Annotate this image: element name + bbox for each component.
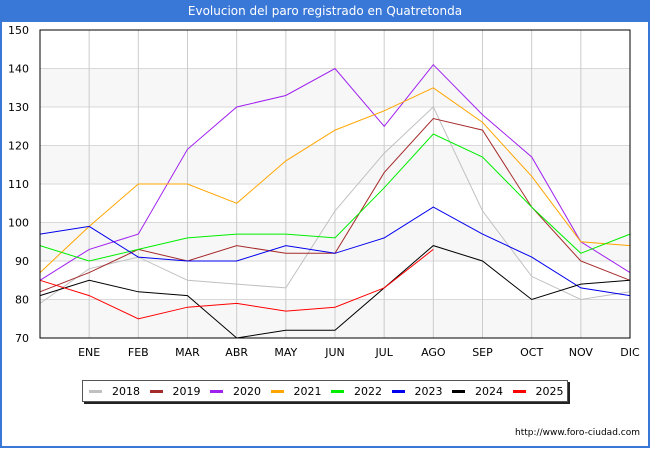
x-tick-label: ENE	[78, 346, 100, 359]
series-line-2020	[39, 63, 631, 281]
x-tick-label: OCT	[520, 346, 543, 359]
legend-item-2025: 2025	[512, 384, 568, 398]
legend-item-2021: 2021	[270, 384, 326, 398]
series-line-2025	[39, 249, 434, 320]
series-lines	[39, 63, 631, 339]
y-tick-label: 70	[15, 332, 29, 345]
y-tick-label: 150	[8, 24, 29, 37]
legend: 2018 2019 2020 2021 2022 2023 2024 2025	[82, 380, 568, 402]
legend-swatch	[331, 389, 344, 393]
footer-url: http://www.foro-ciudad.com	[515, 428, 640, 438]
plot-border	[39, 29, 631, 339]
y-tick-label: 100	[8, 217, 29, 230]
legend-label: 2021	[293, 384, 322, 398]
legend-swatch	[391, 389, 405, 393]
x-tick-label: MAR	[175, 346, 200, 359]
legend-label: 2020	[233, 384, 261, 398]
y-tick-label: 120	[8, 140, 29, 153]
legend-item-2023: 2023	[391, 384, 447, 398]
series-line-2022	[39, 133, 631, 262]
legend-swatch	[270, 389, 284, 393]
x-tick-label: ABR	[225, 346, 248, 359]
legend-label: 2023	[414, 384, 443, 398]
x-tick-label: JUN	[324, 346, 345, 359]
y-tick-label: 80	[15, 294, 29, 307]
legend-swatch	[452, 389, 465, 393]
x-tick-label: NOV	[569, 346, 594, 359]
legend-item-2018: 2018	[89, 385, 144, 398]
x-tick-label: JUL	[374, 346, 393, 359]
legend-label: 2024	[475, 384, 503, 398]
legend-item-2020: 2020	[210, 385, 265, 398]
x-tick-label: SEP	[472, 346, 493, 359]
legend-item-2024: 2024	[452, 385, 507, 398]
legend-swatch	[210, 389, 223, 393]
legend-swatch	[512, 389, 526, 393]
y-tick-label: 130	[8, 101, 29, 114]
legend-label: 2022	[354, 384, 382, 398]
y-axis-ticks: 70 80 90 100 110 120 130 140 150	[8, 24, 29, 345]
x-tick-label: FEB	[128, 346, 149, 359]
x-tick-label: MAY	[274, 346, 297, 359]
legend-item-2019: 2019	[149, 384, 205, 398]
x-axis-ticks: ENE FEB MAR ABR MAY JUN JUL AGO SEP OCT NOV DIC	[78, 346, 640, 359]
y-tick-label: 110	[8, 178, 29, 191]
x-tick-label: DIC	[620, 346, 640, 359]
y-tick-label: 140	[8, 63, 29, 76]
legend-item-2022: 2022	[331, 385, 386, 398]
series-line-2024	[39, 245, 631, 339]
series-line-2023	[39, 206, 631, 297]
legend-swatch	[89, 389, 102, 393]
legend-label: 2019	[172, 384, 201, 398]
chart-title: Evolucion del paro registrado en Quatret…	[0, 0, 650, 22]
legend-label: 2018	[112, 384, 140, 398]
series-line-2021	[39, 87, 631, 273]
y-tick-label: 90	[15, 255, 29, 268]
legend-swatch	[149, 389, 163, 393]
legend-label: 2025	[535, 384, 564, 398]
x-tick-label: AGO	[421, 346, 446, 359]
